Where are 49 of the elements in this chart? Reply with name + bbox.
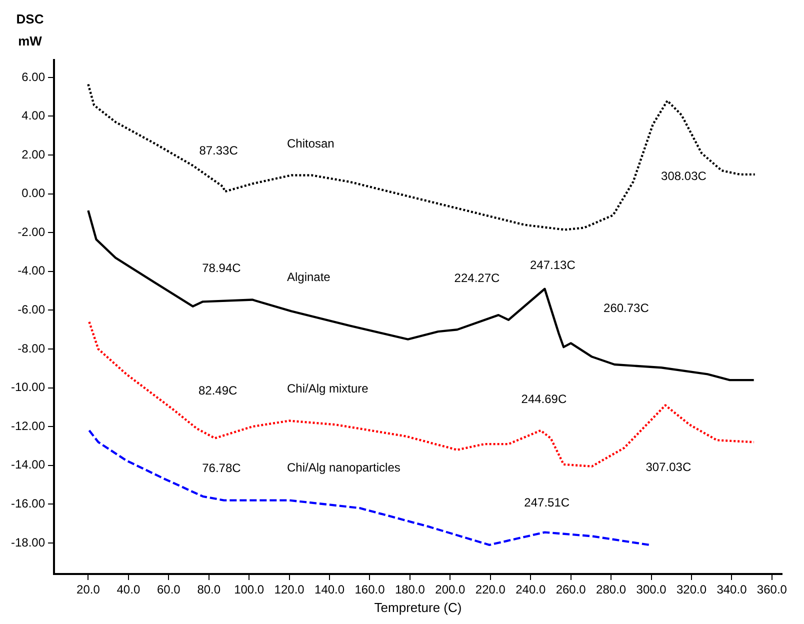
- y-tick-label: -18.00: [10, 535, 46, 550]
- y-axis-title: DSC mW: [16, 12, 44, 49]
- x-tick-label: 280.0: [596, 582, 626, 597]
- y-tick-label: -2.00: [18, 224, 46, 239]
- annotation: 247.51C: [524, 495, 570, 510]
- x-tick-label: 60.0: [156, 582, 181, 597]
- y-tick-label: -16.00: [10, 496, 46, 510]
- x-tick-label: 100.0: [234, 582, 264, 597]
- x-tick-label: 240.0: [516, 582, 546, 597]
- x-tick-label: 120.0: [274, 582, 305, 597]
- x-tick-label: 360.0: [756, 582, 788, 597]
- x-axis-title: Tempreture (C): [374, 600, 462, 615]
- annotation: 224.27C: [454, 270, 500, 285]
- x-tick-label: 80.0: [197, 582, 221, 597]
- annotation: 87.33C: [199, 143, 238, 158]
- text: Chitosan: [286, 136, 334, 150]
- y-tick-label: -6.00: [18, 302, 46, 317]
- x-tick-label: 300.0: [636, 582, 667, 597]
- x-tick-label: 200.0: [435, 582, 466, 597]
- annotation: 260.73C: [604, 301, 650, 316]
- y-tick-label: 6.00: [22, 70, 46, 84]
- x-tick-label: 140.0: [314, 582, 345, 597]
- annotation: 78.94C: [202, 260, 242, 275]
- annotation: 82.49C: [198, 383, 238, 398]
- annotation: 307.03C: [646, 460, 692, 474]
- annotation: 76.78C: [202, 460, 242, 475]
- x-tick-label: 220.0: [475, 582, 506, 597]
- annotation: 308.03C: [661, 168, 707, 183]
- annotation: 244.69C: [521, 392, 567, 406]
- line-series: [87, 83, 756, 231]
- x-tick-label: 40.0: [116, 582, 140, 597]
- text: Alginate: [286, 270, 331, 284]
- y-tick-label: -12.00: [10, 418, 46, 433]
- x-tick-label: 180.0: [394, 582, 426, 597]
- y-tick-label: -10.00: [10, 380, 46, 394]
- y-tick-label: -4.00: [18, 264, 46, 278]
- y-tick-label: -8.00: [18, 341, 46, 356]
- x-tick-label: 20.0: [76, 582, 100, 597]
- y-tick-label: 4.00: [22, 108, 46, 123]
- annotation: 247.13C: [530, 258, 576, 272]
- y-tick-label: 0.00: [22, 186, 46, 200]
- text: Chi/Alg mixture: [286, 381, 369, 396]
- y-tick-label: -14.00: [10, 458, 46, 472]
- x-tick-label: 160.0: [354, 582, 386, 597]
- x-tick-label: 340.0: [716, 582, 748, 597]
- x-tick-label: 320.0: [676, 582, 707, 597]
- y-tick-label: 2.00: [22, 147, 46, 162]
- text: Chi/Alg nanoparticles: [286, 460, 400, 475]
- x-tick-label: 260.0: [556, 582, 586, 597]
